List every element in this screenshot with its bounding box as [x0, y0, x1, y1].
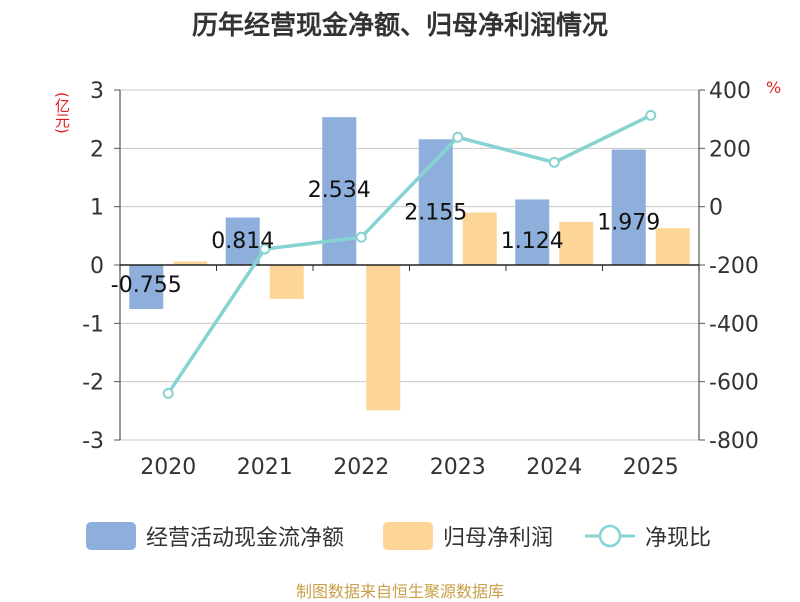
line-cash-ratio: [166, 113, 652, 395]
left-axis-unit: (亿元): [53, 92, 71, 134]
data-label-cashflow: 0.814: [211, 229, 274, 254]
bar-cashflow: [225, 217, 260, 265]
data-label-cashflow: 1.979: [597, 211, 660, 236]
legend-label-net-profit: 归母净利润: [443, 526, 554, 551]
left-tick-label: 0: [90, 254, 104, 279]
category-label: 2024: [526, 455, 582, 480]
left-tick-label: 3: [90, 79, 104, 104]
category-label: 2025: [623, 455, 679, 480]
source-note: 制图数据来自恒生聚源数据库: [295, 582, 504, 601]
left-tick-label: -2: [82, 371, 104, 396]
category-label: 2022: [333, 455, 389, 480]
point-cash-ratio: [452, 131, 464, 143]
left-tick-label: -1: [82, 312, 104, 337]
bar-net-profit: [366, 265, 401, 411]
data-label-cashflow: -0.755: [111, 273, 182, 298]
point-cash-ratio: [548, 156, 560, 168]
legend-label-cashflow: 经营活动现金流净额: [146, 526, 345, 551]
bar-net-profit: [559, 221, 594, 265]
legend-item-cash-ratio[interactable]: 净现比: [585, 518, 711, 554]
legend-item-cashflow[interactable]: 经营活动现金流净额: [86, 518, 344, 554]
bar-cashflow: [515, 199, 550, 265]
bar-cashflow: [611, 149, 646, 265]
legend-item-net-profit[interactable]: 归母净利润: [383, 518, 553, 554]
bar-net-profit: [269, 265, 304, 299]
right-tick-label: -600: [709, 371, 759, 396]
data-label-cashflow: 2.155: [404, 200, 467, 225]
legend-swatch-cash-ratio: [585, 524, 635, 548]
category-label: 2020: [140, 455, 196, 480]
right-axis-unit: %: [766, 78, 782, 97]
right-tick-label: -400: [709, 312, 759, 337]
point-cash-ratio: [259, 243, 271, 255]
left-tick-label: -3: [82, 429, 104, 454]
bar-net-profit: [462, 212, 497, 265]
bar-net-profit: [655, 228, 690, 265]
point-cash-ratio: [162, 387, 174, 399]
point-cash-ratio: [355, 231, 367, 243]
right-tick-label: 400: [709, 79, 751, 104]
bar-cashflow: [129, 265, 164, 310]
point-cash-ratio: [645, 109, 657, 121]
right-tick-label: 200: [709, 137, 751, 162]
right-tick-label: -800: [709, 429, 759, 454]
legend-swatch-cashflow: [86, 522, 136, 550]
left-tick-label: 2: [90, 137, 104, 162]
category-label: 2023: [430, 455, 486, 480]
legend: 经营活动现金流净额 归母净利润 净现比: [0, 518, 800, 554]
data-label-cashflow: 1.124: [501, 229, 564, 254]
left-tick-label: 1: [90, 196, 104, 221]
data-label-cashflow: 2.534: [308, 178, 371, 203]
legend-label-cash-ratio: 净现比: [645, 526, 712, 551]
bar-net-profit: [173, 261, 208, 265]
category-label: 2021: [237, 455, 293, 480]
right-tick-label: 0: [709, 196, 723, 221]
chart-title: 历年经营现金净额、归母净利润情况: [191, 11, 608, 41]
legend-swatch-net-profit: [383, 522, 433, 550]
right-tick-label: -200: [709, 254, 759, 279]
